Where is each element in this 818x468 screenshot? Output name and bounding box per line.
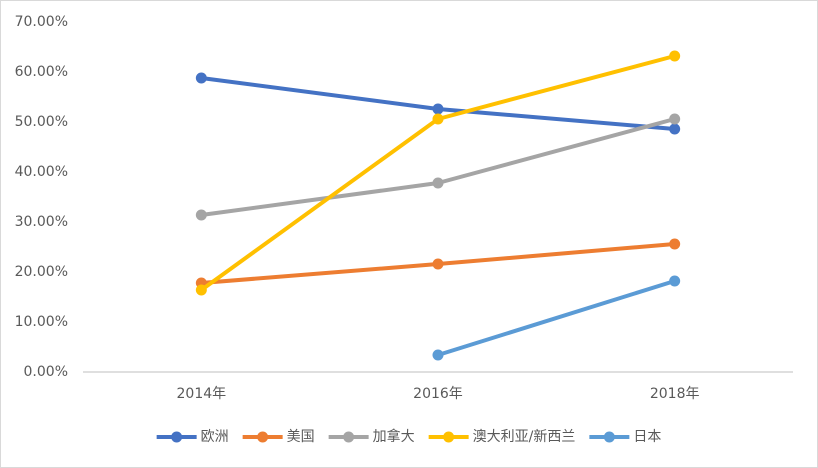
y-tick-label: 0.00% [24, 364, 68, 380]
y-tick-label: 20.00% [15, 264, 68, 280]
legend-label: 美国 [287, 429, 315, 445]
data-point [669, 113, 681, 125]
data-point [432, 177, 444, 189]
y-tick-label: 10.00% [15, 314, 68, 330]
y-tick-label: 50.00% [15, 114, 68, 130]
legend: 欧洲 美国 加拿大 澳大利亚/新西兰 日本 [156, 428, 661, 445]
x-tick-label: 2016年 [413, 386, 463, 402]
legend-marker [343, 431, 355, 443]
y-tick-label: 60.00% [15, 64, 68, 80]
data-point [669, 123, 681, 135]
y-tick-label: 70.00% [15, 14, 68, 30]
data-point [195, 209, 207, 221]
y-tick-label: 30.00% [15, 214, 68, 230]
legend-label: 加拿大 [373, 428, 415, 445]
series-line [437, 279, 676, 357]
legend-label: 日本 [633, 429, 661, 445]
legend-label: 澳大利亚/新西兰 [473, 429, 576, 445]
data-point [432, 258, 444, 270]
legend-marker [443, 431, 455, 443]
x-tick-label: 2014年 [177, 386, 227, 402]
data-point [432, 349, 444, 361]
data-point [432, 103, 444, 115]
y-tick-label: 40.00% [15, 164, 68, 180]
data-point [669, 275, 681, 287]
legend-label: 欧洲 [201, 429, 229, 445]
legend-marker [257, 431, 269, 443]
data-point [195, 284, 207, 296]
data-point [195, 72, 207, 84]
data-point [669, 238, 681, 250]
legend-marker [171, 431, 183, 443]
legend-marker [603, 431, 615, 443]
data-point [669, 50, 681, 62]
x-tick-label: 2018年 [650, 386, 700, 402]
data-point [432, 113, 444, 125]
